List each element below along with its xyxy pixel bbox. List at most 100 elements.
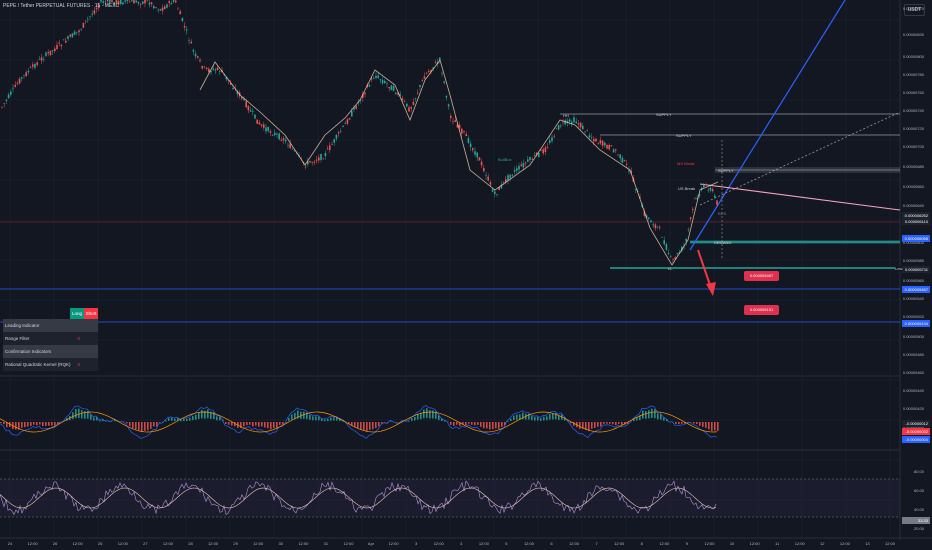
candle-body xyxy=(210,71,212,73)
candle-body xyxy=(133,0,135,4)
price-axis-label: 0.00000720 xyxy=(902,126,924,131)
macd-histogram-bar xyxy=(639,415,641,420)
candle-body xyxy=(562,121,564,123)
candle-body xyxy=(379,79,382,81)
candle-body xyxy=(82,22,85,28)
macd-histogram-bar xyxy=(624,422,626,425)
candle-body xyxy=(315,159,318,161)
candle-body xyxy=(243,98,245,101)
zigzag-overlay xyxy=(199,59,719,266)
macd-histogram-bar xyxy=(372,422,374,430)
candle-body xyxy=(65,40,67,43)
candle-body xyxy=(538,152,540,157)
candle-body xyxy=(84,20,87,22)
candle-body xyxy=(425,72,428,74)
time-axis-label: 10 xyxy=(729,541,735,546)
candle-body xyxy=(175,0,177,3)
candle-body xyxy=(601,140,604,146)
candle-body xyxy=(634,188,637,190)
candle-body xyxy=(388,87,390,89)
macd-histogram-bar xyxy=(306,412,308,420)
candle-body xyxy=(648,217,650,219)
candle-body xyxy=(280,139,283,141)
candle-body xyxy=(58,42,60,44)
macd-histogram-bar xyxy=(195,414,197,420)
candle-body xyxy=(263,124,265,128)
macd-histogram-bar xyxy=(549,414,551,420)
macd-histogram-bar xyxy=(591,422,593,429)
supply-label: SUPPLY xyxy=(718,168,734,173)
macd-histogram-bar xyxy=(405,420,407,422)
candle-body xyxy=(276,133,278,135)
candle-body xyxy=(557,125,560,130)
time-axis-label: 12:00 xyxy=(388,541,399,546)
symbol-title[interactable]: PEPE / Tether PERPETUAL FUTURES · 15 · M… xyxy=(3,3,120,9)
macd-histogram-bar xyxy=(570,422,572,424)
macd-histogram-bar xyxy=(141,422,143,432)
macd-histogram-bar xyxy=(435,411,437,419)
candle-body xyxy=(271,134,274,136)
candle-body xyxy=(16,83,19,85)
macd-histogram-bar xyxy=(204,410,206,419)
candle-body xyxy=(399,94,401,96)
candle-body xyxy=(166,4,168,8)
candle-body xyxy=(309,160,311,163)
candle-body xyxy=(265,127,267,132)
rsi-oscillator xyxy=(0,480,717,516)
candle-body xyxy=(716,200,718,205)
macd-histogram-bar xyxy=(255,422,257,426)
macd-histogram-bar xyxy=(693,422,695,424)
quote-currency-button[interactable]: USDT xyxy=(904,4,925,16)
candle-body xyxy=(491,189,494,192)
macd-histogram-bar xyxy=(546,416,548,421)
candle-body xyxy=(579,123,582,128)
candle-body xyxy=(397,92,399,95)
price-tag: 0.000006058 xyxy=(902,235,930,242)
macd-histogram-bar xyxy=(516,414,518,420)
price-axis-label: 0.00000800 xyxy=(902,54,924,59)
macd-histogram-bar xyxy=(198,412,200,420)
candle-body xyxy=(252,111,254,113)
candle-body xyxy=(577,123,580,125)
candle-body xyxy=(102,1,104,3)
macd-histogram-bar xyxy=(270,422,272,430)
candle-body xyxy=(351,111,353,117)
candle-body xyxy=(43,59,45,60)
candle-body xyxy=(282,138,285,141)
macd-histogram-bar xyxy=(126,422,128,424)
candle-body xyxy=(529,157,531,160)
candle-body xyxy=(505,179,507,183)
time-axis-label: 7 xyxy=(595,541,598,546)
macd-histogram-bar xyxy=(21,422,23,428)
candle-body xyxy=(703,184,705,188)
price-axis-label: 0.00000420 xyxy=(902,406,924,411)
candle-body xyxy=(381,80,384,84)
macd-histogram-bar xyxy=(486,422,488,429)
macd-histogram-bar xyxy=(189,417,191,421)
candle-body xyxy=(122,2,124,5)
candle-body xyxy=(441,72,443,74)
candle-body xyxy=(540,150,542,151)
candle-body xyxy=(249,110,252,112)
macd-oscillator xyxy=(0,405,719,439)
candle-body xyxy=(56,45,58,50)
macd-histogram-bar xyxy=(465,422,467,426)
macd-histogram-bar xyxy=(81,410,83,419)
macd-histogram-bar xyxy=(396,422,398,423)
macd-histogram-bar xyxy=(105,421,107,422)
candle-body xyxy=(643,211,646,216)
candle-body xyxy=(359,100,362,101)
macd-histogram-bar xyxy=(294,412,296,420)
candle-body xyxy=(368,84,371,87)
candle-body xyxy=(144,0,146,4)
candle-body xyxy=(342,125,344,127)
candle-body xyxy=(520,164,522,166)
macd-histogram-bar xyxy=(273,422,275,428)
candle-body xyxy=(146,0,148,2)
macd-histogram-bar xyxy=(363,422,365,431)
time-axis-label: 24 xyxy=(7,541,13,546)
macd-histogram-bar xyxy=(555,413,557,420)
macd-histogram-bar xyxy=(414,416,416,421)
candle-body xyxy=(694,197,696,199)
